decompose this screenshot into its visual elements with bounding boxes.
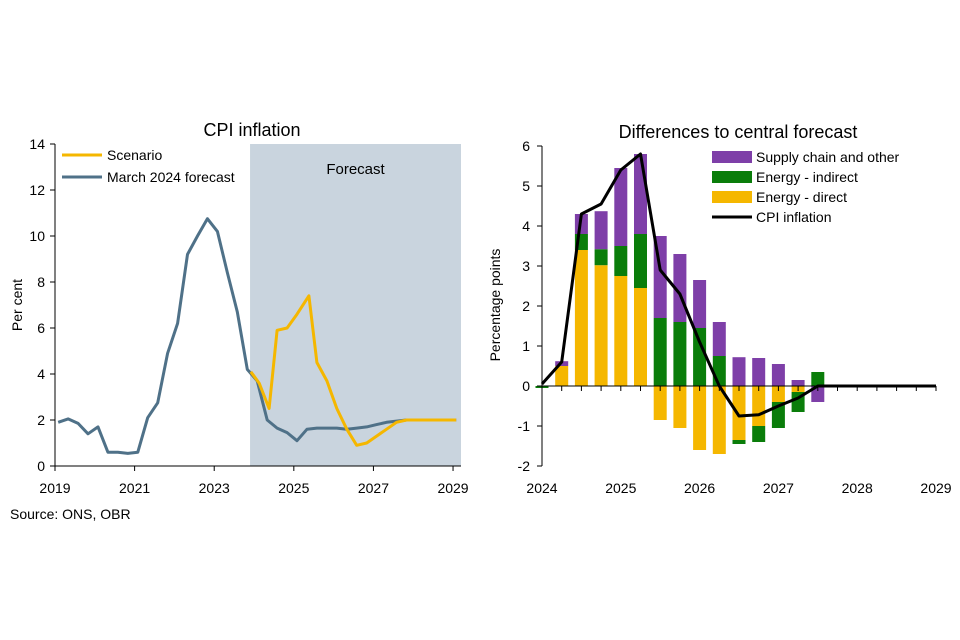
y-tick-label: 6 — [522, 138, 530, 154]
bar-segment — [594, 265, 608, 386]
y-tick-label: 0 — [37, 458, 45, 474]
y-tick-label: 8 — [37, 274, 45, 290]
y-tick-label: 2 — [37, 412, 45, 428]
bar-segment — [712, 356, 726, 386]
bar-segment — [693, 386, 707, 450]
bar-segment — [614, 246, 628, 276]
legend-swatch — [712, 191, 752, 203]
bar-segment — [811, 386, 825, 402]
bar-segment — [732, 386, 746, 440]
legend-swatch — [712, 151, 752, 163]
bar-segment — [693, 280, 707, 328]
y-tick-label: 2 — [522, 298, 530, 314]
y-tick-label: 6 — [37, 320, 45, 336]
x-tick-label: 2025 — [605, 480, 636, 496]
bar-segment — [791, 380, 805, 386]
bar-segment — [634, 234, 647, 288]
forecast-region — [250, 144, 461, 466]
bar-segment — [574, 250, 588, 386]
cpi-inflation-chart: Forecast 0 2 4 6 8 10 12 14 2019 2021 2023 2025 2027 2… — [9, 120, 469, 496]
bar-segment — [634, 288, 647, 386]
y-tick-label: 1 — [522, 338, 530, 354]
y-axis-label: Percentage points — [487, 249, 503, 362]
legend-swatch — [712, 171, 752, 183]
bar-segment — [771, 386, 785, 402]
x-tick-label: 2027 — [763, 480, 794, 496]
y-tick-label: 5 — [522, 178, 530, 194]
x-tick-label: 2027 — [358, 480, 389, 496]
forecast-label: Forecast — [326, 161, 385, 178]
bar-segment — [752, 426, 766, 442]
source-note: Source: ONS, OBR — [10, 506, 131, 522]
y-tick-label: 12 — [29, 182, 45, 198]
y-tick-label: 3 — [522, 258, 530, 274]
y-tick-label: 0 — [522, 378, 530, 394]
legend-label: Energy - indirect — [756, 169, 858, 185]
differences-chart: Differences to central forecast Percentag… — [487, 122, 952, 496]
bar-segment — [614, 276, 628, 386]
bar-segment — [673, 386, 687, 428]
y-tick-label: 10 — [29, 228, 45, 244]
bar-segment — [811, 372, 825, 386]
bar-segment — [634, 154, 647, 234]
bar-segment — [771, 364, 785, 386]
legend-label: Energy - direct — [756, 189, 847, 205]
y-axis-label: Per cent — [9, 279, 25, 331]
bar-segment — [555, 366, 569, 386]
bar-segment — [594, 211, 608, 250]
y-tick-label: 14 — [29, 136, 45, 152]
bar-segment — [752, 358, 766, 386]
series-line-scenario — [249, 294, 457, 447]
x-tick-label: 2023 — [199, 480, 230, 496]
chart-title: CPI inflation — [203, 120, 300, 140]
bar-segment — [732, 440, 746, 444]
x-tick-label: 2025 — [278, 480, 309, 496]
legend-label: Supply chain and other — [756, 149, 900, 165]
legend-label: March 2024 forecast — [107, 169, 235, 185]
x-tick-label: 2026 — [684, 480, 715, 496]
x-tick-label: 2021 — [119, 480, 150, 496]
x-tick-label: 2024 — [526, 480, 557, 496]
x-tick-label: 2029 — [437, 480, 468, 496]
y-tick-label: -1 — [518, 418, 531, 434]
bar-segment — [752, 386, 766, 426]
bar-segment — [614, 168, 628, 246]
bar-segment — [712, 386, 726, 454]
x-tick-label: 2028 — [842, 480, 873, 496]
y-tick-label: -2 — [518, 458, 531, 474]
bar-segment — [693, 328, 707, 386]
legend-label: Scenario — [107, 147, 162, 163]
legend-label: CPI inflation — [756, 209, 831, 225]
chart-title: Differences to central forecast — [619, 122, 858, 142]
bar-segment — [732, 357, 746, 386]
x-tick-label: 2029 — [920, 480, 951, 496]
bar-segment — [653, 386, 667, 420]
y-tick-label: 4 — [522, 218, 530, 234]
bar-segment — [712, 322, 726, 356]
cpi-inflation-line — [540, 152, 936, 418]
bar-segment — [594, 249, 608, 266]
bar-segment — [673, 322, 687, 386]
x-tick-label: 2019 — [39, 480, 70, 496]
y-tick-label: 4 — [37, 366, 45, 382]
bar-segment — [653, 318, 667, 386]
